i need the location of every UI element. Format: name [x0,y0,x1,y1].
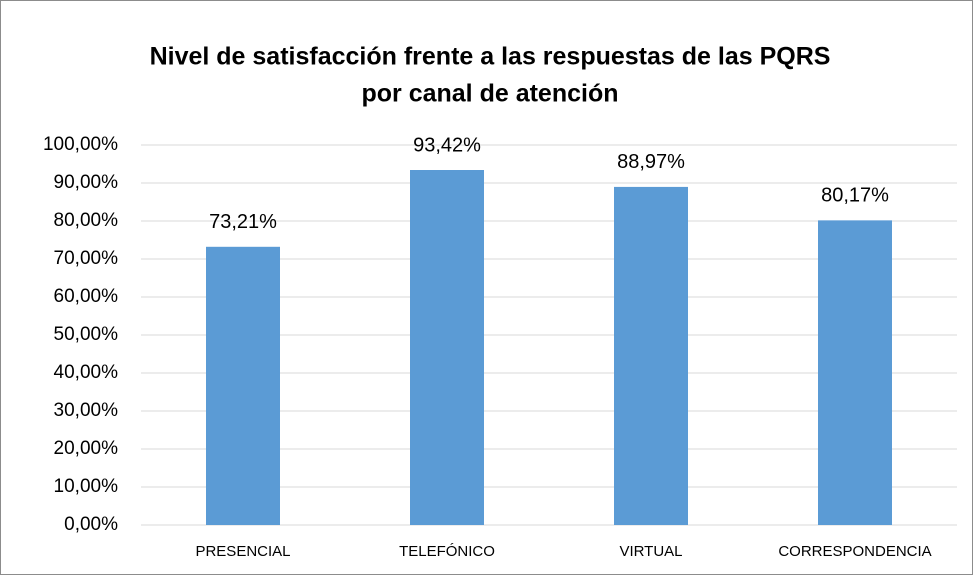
value-label: 73,21% [209,211,277,233]
y-tick-label: 90,00% [54,172,119,193]
y-tick-label: 50,00% [54,324,119,345]
value-label: 80,17% [821,185,889,207]
y-tick-label: 100,00% [43,134,118,155]
x-tick-label: VIRTUAL [619,543,682,560]
bar [206,246,280,525]
x-tick-label: CORRESPONDENCIA [778,543,931,560]
bar [818,220,892,525]
value-label: 88,97% [617,151,685,173]
x-tick-label: PRESENCIAL [195,543,290,560]
bar [410,170,484,525]
y-tick-label: 0,00% [64,514,118,535]
value-label: 93,42% [413,134,481,156]
y-tick-label: 70,00% [54,248,119,269]
y-tick-label: 60,00% [54,286,119,307]
y-tick-label: 30,00% [54,400,119,421]
y-tick-label: 20,00% [54,438,119,459]
bar [614,186,688,525]
x-tick-label: TELEFÓNICO [399,543,495,560]
y-tick-label: 10,00% [54,476,119,497]
y-tick-label: 80,00% [54,210,119,231]
chart-title: por canal de atención [361,80,618,108]
chart-title: Nivel de satisfacción frente a las respu… [150,43,831,71]
y-tick-label: 40,00% [54,362,119,383]
